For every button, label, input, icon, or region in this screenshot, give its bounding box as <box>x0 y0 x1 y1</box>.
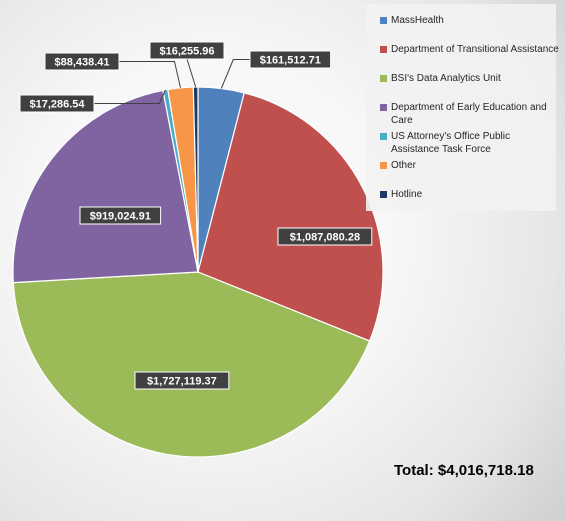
legend-swatch <box>380 17 387 24</box>
legend-label: BSI's Data Analytics Unit <box>391 73 501 84</box>
legend-label: US Attorney's Office Public Assistance T… <box>391 131 510 155</box>
data-label-other: $88,438.41 <box>54 57 109 69</box>
data-label-box-masshealth <box>249 50 332 69</box>
data-label-masshealth: $161,512.71 <box>260 55 321 67</box>
legend-swatch <box>380 191 387 198</box>
legend-swatch <box>380 46 387 53</box>
pie-slice-data-analytics <box>12 271 371 458</box>
legend-label: Other <box>391 160 417 171</box>
data-label-hotline: $16,255.96 <box>159 46 214 58</box>
data-label-early-education: $919,024.91 <box>90 211 151 223</box>
legend-label: Department of Transitional Assistance <box>391 44 559 55</box>
data-label-box-data-analytics <box>134 371 230 390</box>
data-label-box-early-education <box>79 206 162 225</box>
leader-line-us-attorney <box>94 89 166 104</box>
legend: MassHealth Department of Transitional As… <box>366 4 559 211</box>
data-label-box-other <box>44 52 120 71</box>
pie-slice-transitional-assistance <box>197 92 384 342</box>
pie-slice-early-education <box>12 89 199 284</box>
data-label-transitional-assistance: $1,087,080.28 <box>290 232 360 244</box>
leader-line-hotline <box>186 58 197 88</box>
data-label-us-attorney: $17,286.54 <box>29 99 85 111</box>
data-label-box-us-attorney <box>19 94 95 113</box>
total-label: Total: $4,016,718.18 <box>394 462 534 479</box>
data-label-box-transitional-assistance <box>277 227 373 246</box>
legend-swatch <box>380 162 387 169</box>
legend-swatch <box>380 75 387 82</box>
data-label-box-hotline <box>149 41 225 60</box>
legend-swatch <box>380 133 387 140</box>
legend-label: Hotline <box>391 189 423 200</box>
legend-label: MassHealth <box>391 15 444 26</box>
data-label-data-analytics: $1,727,119.37 <box>147 376 217 388</box>
leader-line-other <box>119 61 181 88</box>
leader-line-masshealth <box>220 59 250 89</box>
pie-slice-hotline <box>192 86 199 273</box>
legend-swatch <box>380 104 387 111</box>
legend-label: Department of Early Education and Care <box>391 102 547 126</box>
